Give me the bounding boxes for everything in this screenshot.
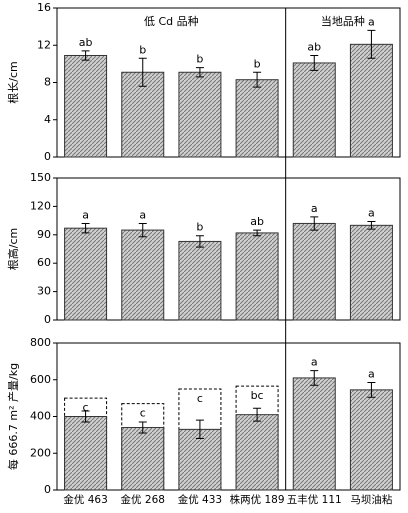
- error-bar: [138, 222, 147, 238]
- y-tick-label: 4: [44, 113, 51, 126]
- error-bar: [367, 221, 376, 230]
- y-tick-label: 800: [30, 336, 51, 349]
- y-tick-label: 8: [44, 76, 51, 89]
- significance-letter: c: [140, 407, 146, 420]
- error-bar: [253, 229, 262, 237]
- bar: [349, 389, 393, 491]
- bar: [64, 227, 108, 321]
- significance-letter: a: [368, 15, 375, 28]
- bar: [292, 62, 336, 158]
- bar: [235, 79, 279, 158]
- y-axis-label: 每 666.7 m² 产量/kg: [6, 363, 20, 470]
- y-tick-label: 0: [44, 483, 51, 496]
- x-tick-label: 株两优 189: [230, 493, 285, 506]
- error-bar: [310, 370, 319, 386]
- error-bar: [310, 54, 319, 71]
- error-bar: [253, 71, 262, 88]
- significance-letter: ab: [250, 215, 264, 228]
- y-axis-label: 根长/cm: [6, 61, 20, 103]
- y-tick-label: 16: [37, 1, 51, 14]
- y-tick-label: 600: [30, 373, 51, 386]
- group-label: 低 Cd 品种: [144, 14, 199, 28]
- y-tick-label: 200: [30, 446, 51, 459]
- bar: [349, 224, 393, 321]
- y-tick-label: 120: [30, 199, 51, 212]
- y-tick-label: 30: [37, 285, 51, 298]
- x-tick-label: 金优 268: [121, 493, 165, 506]
- bar: [178, 428, 222, 491]
- bar: [235, 414, 279, 491]
- bar: [64, 416, 108, 491]
- x-tick-label: 马坝油粘: [350, 493, 392, 506]
- x-tick-label: 金优 433: [178, 493, 222, 506]
- error-bar: [81, 50, 90, 61]
- significance-letter: b: [196, 221, 203, 234]
- bar: [121, 427, 165, 491]
- significance-letter: ab: [307, 40, 321, 53]
- significance-letter: b: [254, 57, 261, 70]
- significance-letter: b: [139, 43, 146, 56]
- error-bar: [195, 235, 204, 248]
- error-bar: [138, 57, 147, 87]
- error-bar: [253, 407, 262, 422]
- significance-letter: ab: [79, 36, 93, 49]
- plot-frame: [56, 177, 401, 321]
- y-tick-label: 60: [37, 256, 51, 269]
- bar: [178, 240, 222, 321]
- error-bar: [138, 421, 147, 434]
- y-tick-label: 0: [44, 313, 51, 326]
- y-tick-label: 150: [30, 171, 51, 184]
- error-bar: [195, 419, 204, 440]
- plot-frame: [56, 7, 401, 158]
- x-tick-label: 五丰优 111: [287, 493, 342, 506]
- bar: [64, 54, 108, 158]
- y-tick-label: 400: [30, 410, 51, 423]
- bar: [178, 71, 222, 158]
- y-tick-label: 0: [44, 150, 51, 163]
- significance-letter: c: [197, 392, 203, 405]
- error-bar: [81, 410, 90, 423]
- significance-letter: a: [139, 208, 146, 221]
- plot-frame: [56, 342, 401, 491]
- significance-letter: b: [196, 53, 203, 66]
- error-bar: [367, 382, 376, 398]
- group-label: 当地品种: [321, 14, 365, 28]
- bar: [292, 222, 336, 321]
- error-bar: [310, 216, 319, 231]
- error-bar: [367, 29, 376, 59]
- y-tick-label: 90: [37, 228, 51, 241]
- bar: [349, 43, 393, 158]
- significance-letter: a: [82, 208, 89, 221]
- significance-letter: a: [311, 356, 318, 369]
- error-bar: [81, 222, 90, 234]
- significance-letter: c: [83, 401, 89, 414]
- y-tick-label: 12: [37, 38, 51, 51]
- bar: [292, 377, 336, 491]
- bar: [235, 232, 279, 321]
- significance-letter: a: [368, 368, 375, 381]
- error-bar: [195, 67, 204, 78]
- y-axis-label: 根高/cm: [6, 228, 20, 270]
- x-tick-label: 金优 463: [63, 493, 107, 506]
- significance-letter: a: [368, 207, 375, 220]
- bar: [121, 229, 165, 321]
- significance-letter: a: [311, 202, 318, 215]
- significance-letter: bc: [251, 389, 264, 402]
